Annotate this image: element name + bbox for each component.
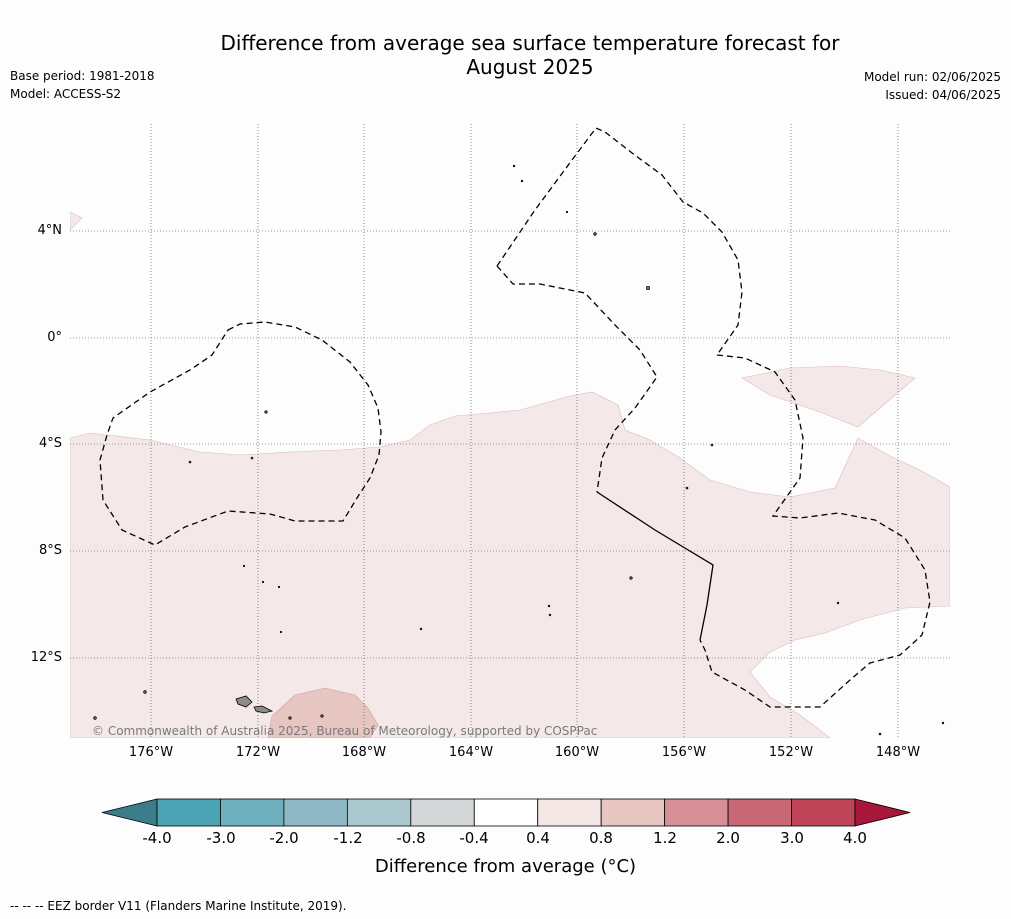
islands [93,164,945,736]
eez-border-solid [596,491,714,641]
island-dot [188,460,192,464]
island-dot [279,630,283,634]
lon-label-164w: 164°W [448,745,494,760]
footnote-eez: -- -- -- EEZ border V11 (Flanders Marine… [10,899,347,913]
island-dot [261,580,265,584]
island-dot [547,604,551,608]
graticule [70,124,950,738]
island-dot [320,714,324,718]
colorbar-extend-low [101,798,158,827]
island-upolu [253,705,274,714]
lon-label-168w: 168°W [341,745,387,760]
colorbar-tick: 2.0 [716,829,740,847]
colorbar-tick: -2.0 [269,829,299,847]
model-run-text: Model run: 02/06/2025 [863,70,1001,84]
island-dot [565,210,569,214]
eez-border-line-islands-south [699,354,931,708]
island-dot [419,627,423,631]
lon-label-156w: 156°W [661,745,707,760]
colorbar-segment [410,798,475,827]
island-savaii [235,695,253,708]
colorbar-segment [283,798,348,827]
island-dot [629,576,633,580]
colorbar-tick: 3.0 [780,829,804,847]
island-dot [593,232,597,236]
sst-map [70,124,950,738]
meta-left: Base period: 1981-2018 Model: ACCESS-S2 [10,67,155,103]
colorbar-tick: -3.0 [206,829,236,847]
anomaly-region-0.8-1.2 [267,687,379,738]
lat-label-4n: 4°N [37,223,63,238]
colorbar-segment [600,798,666,827]
model-text: Model: ACCESS-S2 [10,87,122,101]
island-dot [93,716,97,720]
colorbar-tick: 0.4 [526,829,550,847]
lon-label-176w: 176°W [128,745,174,760]
lat-label-8s: 8°S [38,543,62,558]
eez-border-line-islands-north [496,127,743,356]
island-dot [548,613,552,617]
lon-label-148w: 148°W [875,745,921,760]
issued-text: Issued: 04/06/2025 [885,88,1001,102]
island-dot [878,732,882,736]
base-period-text: Base period: 1981-2018 [10,69,155,83]
colorbar-segment [473,798,539,827]
colorbar-segment [791,798,856,827]
colorbar-label: Difference from average (°C) [374,856,637,877]
colorbar-segment [664,798,729,827]
colorbar-tick: -0.8 [396,829,426,847]
island-dot [512,164,516,168]
lon-label-160w: 160°W [554,745,600,760]
colorbar-tick: 0.8 [589,829,613,847]
island-dot [277,585,281,589]
island-dot [836,601,840,605]
lat-label-4s: 4°S [38,436,62,451]
island-dot [250,456,254,460]
title-line-2: August 2025 [466,55,594,79]
island-dot [710,443,714,447]
eez-border-phoenix [99,321,382,546]
colorbar-tick: -0.4 [459,829,489,847]
copyright-text: © Commonwealth of Australia 2025, Bureau… [92,724,598,738]
island-dot [685,486,689,490]
eez-borders [99,127,931,708]
anomaly-region-0.4-0.8 [70,391,950,738]
colorbar-tick: 4.0 [843,829,867,847]
colorbar-segment [537,798,602,827]
island-dot [941,721,945,725]
island-dot [646,285,651,290]
title-line-1: Difference from average sea surface temp… [220,31,840,55]
anomaly-region-0.4-0.8-small [70,211,83,231]
island-dot [520,179,524,183]
colorbar-segment [727,798,792,827]
anomaly-region-0.4-0.8-east [741,365,916,428]
colorbar-segment [346,798,412,827]
colorbar-tick: -4.0 [142,829,172,847]
colorbar-tick: -1.2 [333,829,363,847]
lon-label-152w: 152°W [768,745,814,760]
colorbar-extend-high [854,798,911,827]
island-dot [143,690,147,694]
meta-right: Model run: 02/06/2025 Issued: 04/06/2025 [864,68,1001,104]
colorbar-tick: 1.2 [653,829,677,847]
lon-label-172w: 172°W [235,745,281,760]
island-dot [264,410,268,414]
colorbar-segment [156,798,221,827]
island-dot [242,564,246,568]
eez-border-line-islands-mid [496,265,658,493]
colorbar-segment [220,798,285,827]
island-dot [288,716,292,720]
lat-label-12s: 12°S [30,650,62,665]
lat-label-0: 0° [47,330,62,345]
chart-title: Difference from average sea surface temp… [180,31,880,79]
